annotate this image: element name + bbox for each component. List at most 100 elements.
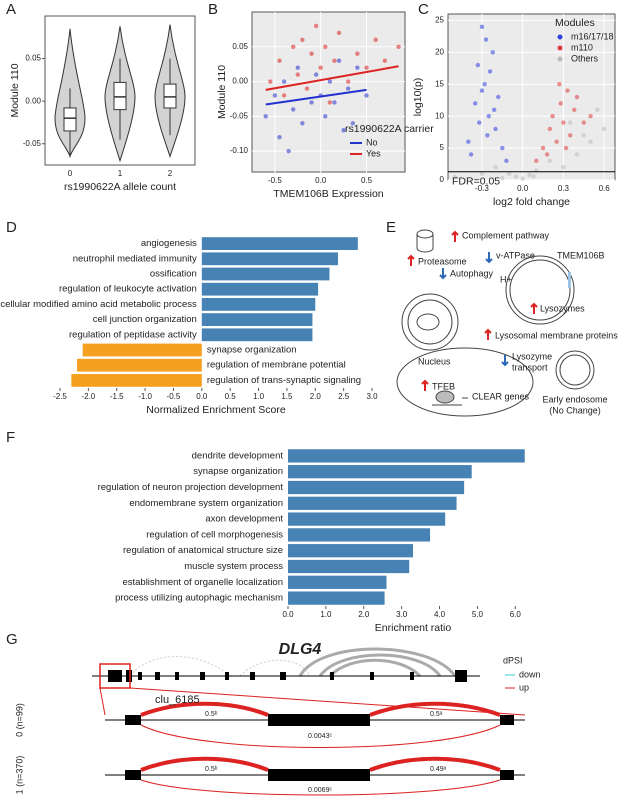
point	[313, 23, 319, 29]
legend-swatch	[557, 34, 563, 40]
point	[309, 51, 314, 56]
legend-label: Yes	[366, 148, 381, 158]
bar-label: cellular modified amino acid metabolic p…	[0, 299, 197, 310]
diagram-e	[396, 229, 595, 417]
bar	[288, 496, 457, 510]
point	[309, 100, 314, 105]
point	[490, 50, 496, 55]
label: Lysozyme	[512, 351, 552, 361]
point	[277, 135, 282, 140]
point	[304, 86, 310, 91]
point	[500, 145, 505, 151]
point	[581, 133, 586, 138]
point	[479, 24, 485, 29]
label: TFEB	[432, 381, 455, 391]
bar	[288, 559, 410, 574]
bar	[288, 591, 385, 605]
y-axis-label: log10(p)	[412, 78, 424, 117]
bar-label: dendrite development	[192, 450, 284, 461]
bar	[201, 252, 338, 266]
x-tick-label: -2.0	[81, 392, 95, 401]
point	[479, 88, 485, 93]
y-tick-label: 10	[435, 111, 444, 120]
row-label: 1 (n=370)	[14, 756, 24, 795]
point	[291, 107, 296, 112]
point	[483, 37, 489, 42]
y-axis-label: Module 110	[216, 65, 228, 119]
point	[567, 133, 573, 138]
bar-label: muscle system process	[184, 561, 283, 572]
arrows-e	[407, 230, 538, 391]
label: TMEM106B	[557, 250, 605, 260]
bar-label: regulation of peptidase activity	[69, 329, 197, 340]
y-tick-label: 0.00	[232, 77, 248, 86]
box	[163, 83, 177, 109]
y-tick-label: 0	[440, 175, 445, 184]
box	[63, 107, 77, 132]
point	[561, 120, 566, 125]
point	[482, 82, 487, 87]
label: CLEAR genes	[472, 391, 530, 401]
point	[572, 107, 577, 112]
point	[452, 174, 457, 180]
point	[373, 37, 378, 43]
point	[364, 93, 369, 98]
point	[520, 176, 525, 181]
bar-label: ossification	[150, 269, 197, 280]
label: Early endosome	[542, 394, 607, 404]
point	[496, 94, 501, 100]
y-tick-label: -0.05	[230, 111, 249, 120]
bar	[201, 237, 358, 250]
point	[300, 37, 305, 43]
label: Proteasome	[418, 256, 467, 266]
bar	[201, 328, 313, 342]
point	[466, 139, 471, 144]
point	[323, 114, 328, 119]
bar-label: angiogenesis	[141, 238, 197, 249]
panel-letter: D	[6, 219, 17, 236]
bar-label: regulation of cell morphogenesis	[146, 529, 283, 540]
panel-letter: G	[6, 631, 18, 648]
point	[300, 121, 305, 126]
legend-label: m110	[571, 42, 593, 52]
x-tick-label: 1.0	[253, 392, 265, 401]
point	[332, 100, 337, 105]
panel-letter: C	[418, 1, 429, 18]
y-tick-label: 0.05	[25, 54, 41, 63]
point	[475, 62, 481, 68]
x-tick-label: 0.0	[517, 184, 529, 193]
point	[588, 113, 593, 119]
x-tick-label: 6.0	[510, 610, 522, 619]
point	[485, 133, 490, 138]
point	[504, 158, 509, 164]
bar	[77, 358, 202, 372]
point	[295, 72, 301, 77]
label: Nucleus	[418, 356, 451, 366]
legend-swatch	[557, 45, 563, 51]
bar	[201, 313, 313, 326]
point	[547, 126, 553, 132]
point	[527, 172, 532, 178]
bar	[288, 465, 472, 479]
point	[500, 175, 505, 181]
point	[477, 120, 482, 125]
plot-area	[251, 11, 406, 173]
point	[327, 100, 333, 105]
x-tick-label: 0.5	[361, 176, 373, 185]
diagram-g	[92, 647, 526, 796]
y-axis-label: Module 110	[9, 63, 21, 117]
point	[506, 171, 512, 176]
point	[558, 101, 563, 106]
x-tick-label: 0.5	[225, 392, 237, 401]
point	[350, 121, 355, 126]
plot-area	[447, 13, 616, 181]
point	[487, 69, 493, 74]
point	[277, 58, 282, 63]
cluster-label: clu_6185	[155, 694, 200, 706]
label: Lysozymes	[540, 303, 585, 313]
y-tick-label: 25	[435, 15, 444, 24]
point	[486, 113, 491, 119]
point	[472, 101, 478, 106]
x-tick-label: 2.0	[358, 610, 370, 619]
